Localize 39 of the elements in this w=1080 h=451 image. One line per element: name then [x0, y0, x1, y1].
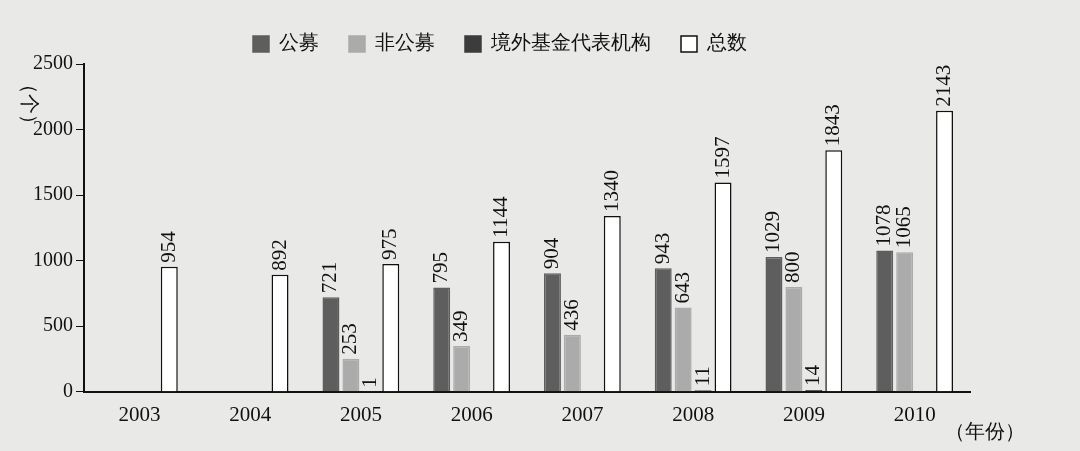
data-label: 892: [266, 239, 291, 271]
data-label: 721: [317, 261, 342, 294]
data-label: 643: [669, 271, 694, 304]
data-label: 436: [558, 299, 583, 331]
legend-label: 公募: [279, 30, 319, 55]
y-tick-label: 2500: [33, 51, 73, 74]
data-label: 1340: [598, 170, 623, 213]
x-tick-label: 2009: [782, 401, 825, 426]
y-tick-label: 1500: [33, 182, 73, 205]
y-tick-label: 1000: [33, 247, 73, 270]
x-tick-label: 2006: [450, 401, 493, 426]
data-label: 349: [448, 310, 473, 343]
data-label: 943: [649, 232, 674, 265]
legend-label: 非公募: [375, 30, 435, 55]
x-tick-label: 2007: [561, 401, 604, 426]
x-tick-label: 2005: [339, 401, 382, 426]
x-tick-label: 2004: [229, 401, 272, 426]
data-label: 1843: [820, 104, 845, 147]
data-label: 253: [337, 323, 362, 355]
data-label: 1029: [760, 210, 785, 253]
x-tick-label: 2010: [893, 401, 936, 426]
data-label: 975: [377, 228, 402, 260]
data-label: 2143: [931, 64, 956, 107]
y-tick-label: 500: [43, 313, 73, 336]
data-label: 1597: [709, 136, 734, 179]
data-label: 954: [155, 230, 180, 263]
data-label: 1: [357, 377, 382, 388]
x-tick-label: 2008: [672, 401, 715, 426]
x-axis-title: （年份）: [944, 419, 1025, 444]
data-label: 800: [780, 251, 805, 283]
y-tick-label: 0: [63, 379, 73, 402]
data-label: 11: [689, 366, 714, 387]
data-label: 14: [800, 364, 825, 386]
data-label: 1144: [488, 196, 513, 238]
x-tick-label: 2003: [118, 401, 161, 426]
legend-label: 境外基金代表机构: [490, 30, 651, 55]
data-label: 795: [428, 252, 453, 284]
data-label: 904: [538, 237, 563, 270]
legend-label: 总数: [706, 30, 747, 55]
